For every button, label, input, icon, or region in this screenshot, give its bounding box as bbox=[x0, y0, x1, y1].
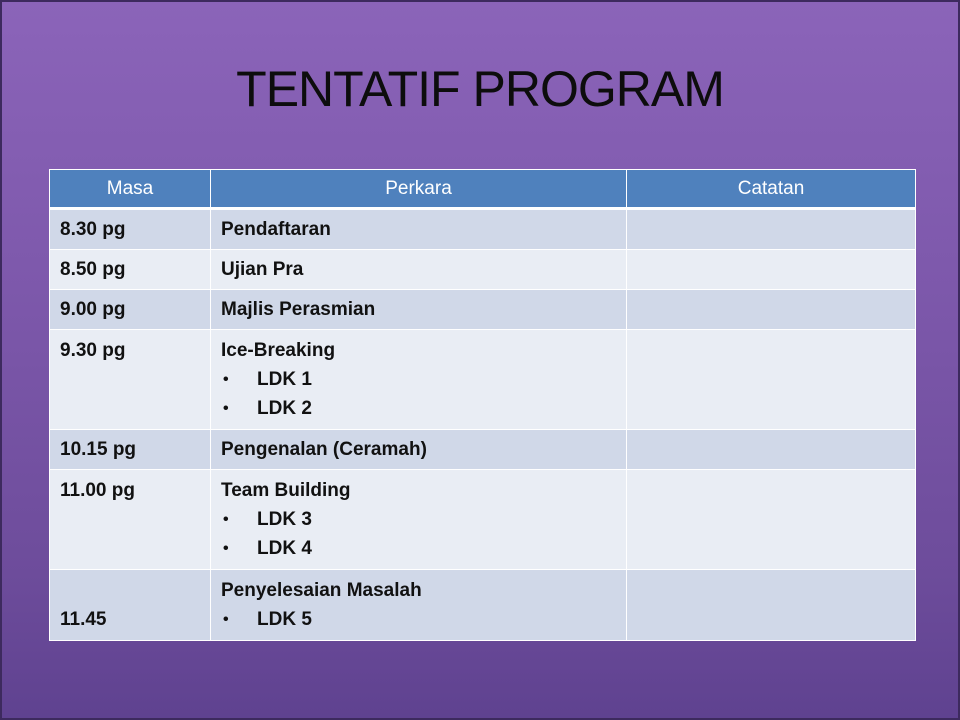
perkara-text: Pengenalan (Ceramah) bbox=[221, 439, 427, 460]
list-item: • LDK 1 bbox=[221, 365, 616, 394]
table-row: 8.30 pg Pendaftaran bbox=[49, 208, 916, 250]
catatan-cell bbox=[626, 249, 916, 290]
schedule-table: Masa Perkara Catatan 8.30 pg Pendaftaran… bbox=[49, 169, 916, 641]
masa-cell: 9.00 pg bbox=[49, 289, 211, 330]
masa-cell: 8.50 pg bbox=[49, 249, 211, 290]
masa-cell: 9.30 pg bbox=[49, 329, 211, 430]
list-item-label: LDK 3 bbox=[257, 509, 312, 530]
perkara-text: Team Building bbox=[221, 480, 351, 501]
catatan-cell bbox=[626, 329, 916, 430]
table-row: 11.45 Penyelesaian Masalah • LDK 5 bbox=[49, 569, 916, 641]
masa-cell: 11.45 bbox=[49, 569, 211, 641]
catatan-cell bbox=[626, 429, 916, 470]
table-row: 10.15 pg Pengenalan (Ceramah) bbox=[49, 429, 916, 470]
catatan-cell bbox=[626, 289, 916, 330]
perkara-text: Majlis Perasmian bbox=[221, 299, 376, 320]
list-item: • LDK 4 bbox=[221, 534, 616, 563]
header-row: Masa Perkara Catatan bbox=[49, 169, 916, 210]
catatan-cell bbox=[626, 469, 916, 570]
header-masa: Masa bbox=[49, 169, 211, 210]
table-row: 8.50 pg Ujian Pra bbox=[49, 249, 916, 290]
list-item: • LDK 5 bbox=[221, 605, 616, 634]
catatan-cell bbox=[626, 569, 916, 641]
masa-cell: 8.30 pg bbox=[49, 208, 211, 250]
sub-item-list: • LDK 1 • LDK 2 bbox=[221, 365, 616, 423]
bullet-icon: • bbox=[223, 540, 229, 557]
perkara-cell: Ice-Breaking • LDK 1 • LDK 2 bbox=[210, 329, 627, 430]
table-row: 9.30 pg Ice-Breaking • LDK 1 • LDK 2 bbox=[49, 329, 916, 430]
perkara-text: Pendaftaran bbox=[221, 219, 331, 240]
list-item: • LDK 2 bbox=[221, 394, 616, 423]
list-item-label: LDK 2 bbox=[257, 398, 312, 419]
bullet-icon: • bbox=[223, 611, 229, 628]
perkara-cell: Majlis Perasmian bbox=[210, 289, 627, 330]
header-catatan: Catatan bbox=[626, 169, 916, 210]
list-item: • LDK 3 bbox=[221, 505, 616, 534]
sub-item-list: • LDK 5 bbox=[221, 605, 616, 634]
perkara-cell: Penyelesaian Masalah • LDK 5 bbox=[210, 569, 627, 641]
list-item-label: LDK 4 bbox=[257, 538, 312, 559]
masa-cell: 10.15 pg bbox=[49, 429, 211, 470]
perkara-text: Penyelesaian Masalah bbox=[221, 580, 422, 601]
bullet-icon: • bbox=[223, 371, 229, 388]
sub-item-list: • LDK 3 • LDK 4 bbox=[221, 505, 616, 563]
perkara-cell: Ujian Pra bbox=[210, 249, 627, 290]
slide-title: TENTATIF PROGRAM bbox=[236, 61, 725, 117]
perkara-cell: Team Building • LDK 3 • LDK 4 bbox=[210, 469, 627, 570]
list-item-label: LDK 1 bbox=[257, 369, 312, 390]
perkara-cell: Pengenalan (Ceramah) bbox=[210, 429, 627, 470]
list-item-label: LDK 5 bbox=[257, 609, 312, 630]
table-row: 9.00 pg Majlis Perasmian bbox=[49, 289, 916, 330]
bullet-icon: • bbox=[223, 511, 229, 528]
perkara-text: Ujian Pra bbox=[221, 259, 304, 280]
header-perkara: Perkara bbox=[210, 169, 627, 210]
catatan-cell bbox=[626, 208, 916, 250]
table-row: 11.00 pg Team Building • LDK 3 • LDK 4 bbox=[49, 469, 916, 570]
bullet-icon: • bbox=[223, 400, 229, 417]
perkara-cell: Pendaftaran bbox=[210, 208, 627, 250]
perkara-text: Ice-Breaking bbox=[221, 340, 336, 361]
masa-cell: 11.00 pg bbox=[49, 469, 211, 570]
